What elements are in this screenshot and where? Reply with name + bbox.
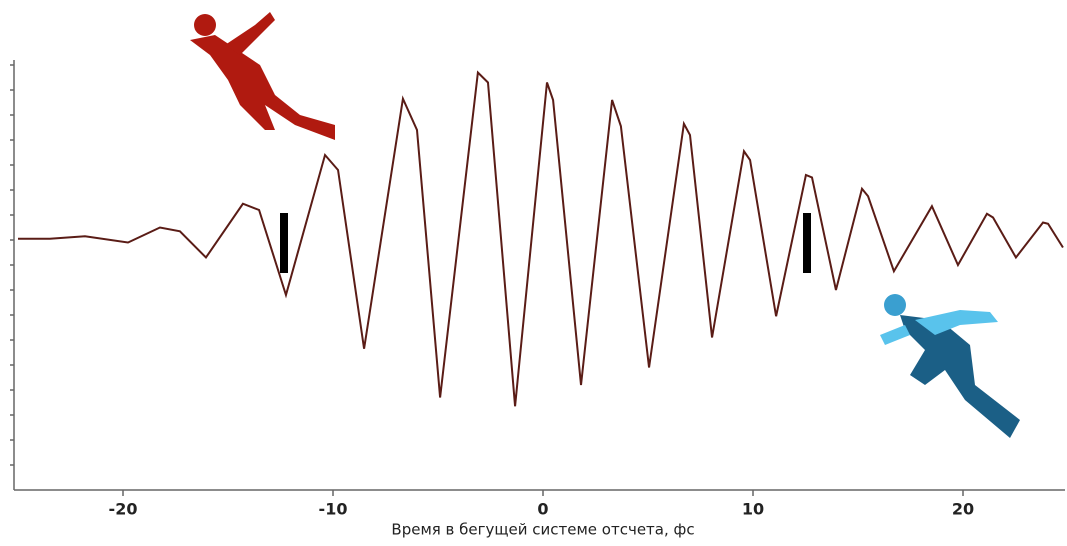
x-tick-label: -10 xyxy=(319,500,348,519)
marker-bar xyxy=(803,213,811,273)
x-tick-label: 0 xyxy=(537,500,548,519)
blue-runner-icon xyxy=(880,294,1020,438)
x-tick-label: -20 xyxy=(109,500,138,519)
line-series xyxy=(18,70,1064,407)
axes xyxy=(13,60,1065,491)
marker-bar xyxy=(280,213,288,273)
plot: -20 -10 0 10 20 xyxy=(10,64,1064,519)
x-tick-label: 10 xyxy=(742,500,764,519)
x-axis-label: Время в бегущей системе отсчета, фс xyxy=(391,521,694,539)
red-runner-icon xyxy=(190,12,335,140)
x-tick-label: 20 xyxy=(952,500,974,519)
